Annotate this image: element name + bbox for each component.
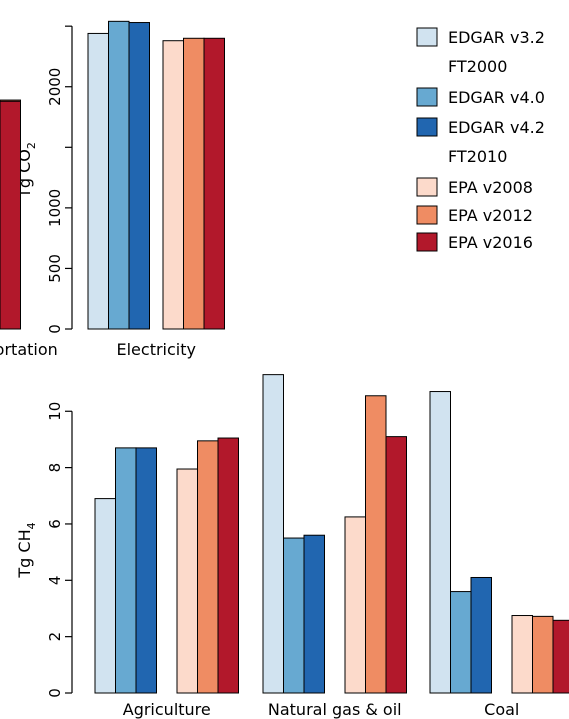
ch4-y-tick-label: 4 (46, 576, 64, 586)
co2-bar-electricity-2 (128, 22, 150, 330)
ch4-bar-agriculture-0 (94, 498, 116, 694)
ch4-bar-agriculture-5 (217, 437, 239, 694)
legend-label: EPA v2008 (448, 178, 533, 197)
ch4-bar-natural-gas-oil-3 (344, 516, 366, 694)
co2-category-label: Electricity (117, 340, 196, 359)
ch4-bar-coal-2 (470, 576, 492, 694)
co2-bar-electricity-1 (108, 20, 130, 330)
legend-label: EDGAR v4.0 (448, 88, 545, 107)
ch4-category-label: Natural gas & oil (268, 700, 402, 719)
legend-label: EPA v2016 (448, 233, 533, 252)
ch4-chart: 0 2 4 6 8 10 Tg CH4 Agriculture Natural gas & oi… (15, 374, 569, 719)
ch4-bar-agriculture-3 (176, 468, 198, 694)
legend-label-line2: FT2000 (448, 57, 507, 76)
legend: EDGAR v3.2 FT2000 EDGAR v4.0 EDGAR v4.2 FT20… (416, 27, 545, 252)
ch4-y-tick-label: 8 (46, 463, 64, 473)
ch4-bar-coal-4 (532, 615, 554, 694)
legend-label: EDGAR v3.2 (448, 28, 545, 47)
legend-label-line2: FT2010 (448, 147, 507, 166)
ch4-category-label: Coal (484, 700, 519, 719)
ch4-bar-natural-gas-oil-0 (262, 374, 284, 694)
ch4-bar-coal-3 (511, 615, 533, 694)
ch4-y-tick-label: 6 (46, 519, 64, 529)
ch4-y-tick-label: 2 (46, 632, 64, 642)
co2-y-tick-label: 500 (46, 254, 64, 283)
legend-swatch (416, 27, 438, 47)
ch4-y-axis-label: Tg CH4 (15, 522, 38, 578)
ch4-bar-natural-gas-oil-5 (385, 436, 407, 694)
ch4-y-tick-label: 0 (46, 688, 64, 698)
legend-swatch (416, 205, 438, 225)
ch4-category-label: Agriculture (123, 700, 211, 719)
co2-category-label: Transportation (0, 340, 58, 359)
ch4-bar-natural-gas-oil-2 (303, 534, 325, 694)
legend-swatch (416, 87, 438, 107)
co2-bar-electricity-0 (87, 32, 109, 330)
ch4-bar-natural-gas-oil-4 (365, 395, 387, 694)
co2-bar-electricity-3 (162, 40, 184, 330)
co2-y-tick-label: 0 (46, 324, 64, 334)
ch4-bar-coal-5 (552, 619, 569, 694)
legend-label: EDGAR v4.2 (448, 118, 545, 137)
ch4-bar-agriculture-1 (115, 447, 137, 694)
legend-swatch (416, 232, 438, 252)
legend-swatch (416, 177, 438, 197)
ch4-bar-coal-0 (429, 391, 451, 694)
legend-label: EPA v2012 (448, 206, 533, 225)
ch4-y-tick-label: 10 (46, 402, 64, 421)
co2-y-tick-label: 1000 (46, 189, 64, 227)
ch4-bar-agriculture-4 (197, 440, 219, 694)
co2-bar-transportation-5 (0, 100, 21, 330)
co2-bar-electricity-4 (183, 37, 205, 330)
legend-swatch (416, 117, 438, 137)
co2-y-tick-label: 2000 (46, 68, 64, 106)
ch4-bar-agriculture-2 (135, 447, 157, 694)
co2-bar-electricity-5 (203, 37, 225, 330)
ch4-bar-natural-gas-oil-1 (283, 537, 305, 694)
ch4-bar-coal-1 (450, 591, 472, 694)
